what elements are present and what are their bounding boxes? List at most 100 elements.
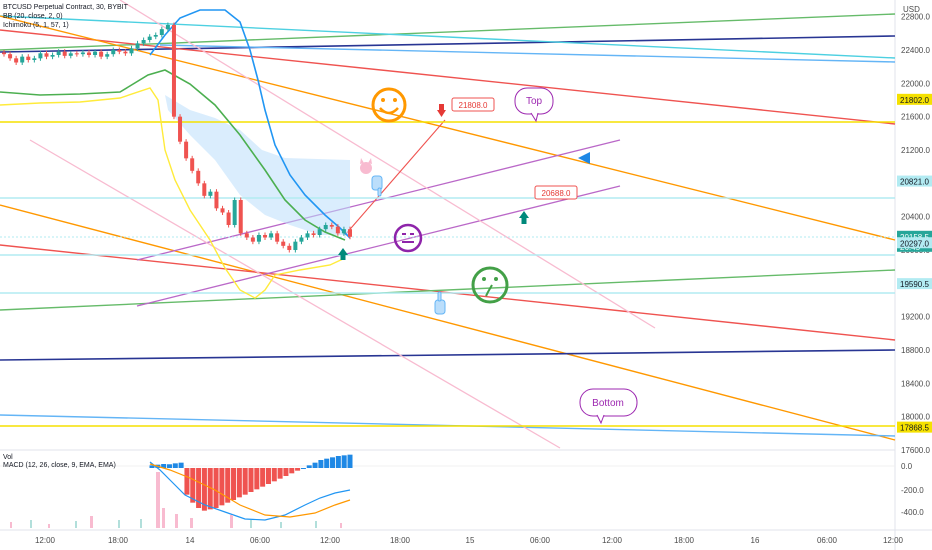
volume-bar xyxy=(75,521,77,528)
candle-body xyxy=(129,48,134,54)
candle-body xyxy=(153,35,158,37)
time-tick-label: 12:00 xyxy=(320,536,341,545)
legend-volume[interactable]: Vol xyxy=(3,454,13,461)
candle-body xyxy=(2,52,6,55)
macd-tick-label: -400.0 xyxy=(901,508,924,517)
legend-ichimoku[interactable]: Ichimoku (5, 1, 57, 1) xyxy=(3,22,69,29)
candle-body xyxy=(244,233,249,238)
candle-body xyxy=(305,233,310,238)
fan-line-pink-1[interactable] xyxy=(119,0,656,329)
candle-body xyxy=(220,208,225,213)
candle-body xyxy=(50,55,55,57)
candle-body xyxy=(111,50,116,55)
badge-text: 17868.5 xyxy=(900,424,929,433)
time-tick-label: 06:00 xyxy=(250,536,271,545)
time-tick-label: 18:00 xyxy=(674,536,695,545)
macd-bar xyxy=(283,468,289,476)
price-callout-20688[interactable]: 20688.0 xyxy=(519,185,578,224)
candles xyxy=(2,22,352,253)
candle-body xyxy=(281,241,286,246)
legend-main[interactable]: BTCUSD Perpetual Contract, 30, BYBIT xyxy=(3,4,128,11)
volume-bar xyxy=(230,515,233,528)
arrow-up-icon xyxy=(338,248,348,255)
trend-line-navy-lower[interactable] xyxy=(0,349,896,361)
macd-bar xyxy=(213,468,219,508)
volume-bar xyxy=(48,524,50,528)
channel-line-lower[interactable] xyxy=(136,185,621,307)
volume-bar xyxy=(340,523,342,528)
callout-box xyxy=(451,97,495,112)
macd-bar xyxy=(184,468,190,495)
candle-body xyxy=(171,25,176,117)
price-tick-label: 22000.0 xyxy=(901,79,930,88)
macd-signal-line xyxy=(149,463,351,518)
fan-line-pink-2[interactable] xyxy=(29,139,561,449)
badge-text: 19590.5 xyxy=(900,280,929,289)
volume-bar xyxy=(280,522,282,528)
macd-bar xyxy=(149,465,155,468)
candle-body xyxy=(208,191,213,196)
macd-bar xyxy=(248,468,254,492)
candle-body xyxy=(196,170,201,184)
macd-bar xyxy=(265,468,271,484)
channel-line-upper[interactable] xyxy=(136,139,621,261)
callout-text-21808: 21808.0 xyxy=(459,101,488,110)
candle-body xyxy=(147,36,152,40)
macd-bar xyxy=(335,456,341,468)
trend-line-blue[interactable] xyxy=(159,44,896,63)
macd-bar xyxy=(312,462,318,468)
badge-bg xyxy=(897,93,932,105)
volume-bar xyxy=(175,514,178,528)
bb-basis-line xyxy=(0,69,346,241)
price-tick-label: 18400.0 xyxy=(901,379,930,388)
macd-bar xyxy=(190,468,196,503)
candle-body xyxy=(80,52,85,55)
candle-body xyxy=(256,235,261,242)
confused-face-icon[interactable] xyxy=(471,266,509,304)
macd-bar xyxy=(271,468,277,482)
macd-bar xyxy=(225,468,231,503)
time-tick-label: 18:00 xyxy=(390,536,411,545)
macd-axis[interactable]: 0.0 -200.0 -400.0 xyxy=(901,462,924,517)
horizontal-levels xyxy=(0,121,895,427)
ichimoku-cloud xyxy=(165,95,350,235)
volume-bar xyxy=(30,520,32,528)
candle-body xyxy=(135,43,140,49)
candle-body xyxy=(123,51,128,54)
candle-body xyxy=(93,51,98,55)
time-axis[interactable]: 12:00 18:00 14 06:00 12:00 18:00 15 06:00 12:00 1… xyxy=(35,536,904,545)
neutral-face-icon[interactable] xyxy=(393,223,423,253)
trend-line-orange-upper[interactable] xyxy=(0,15,896,241)
trend-line-green-upper[interactable] xyxy=(0,13,896,51)
volume-bars xyxy=(10,472,342,528)
legend-bb[interactable]: BB (20, close, 2, 0) xyxy=(3,13,63,20)
candle-body xyxy=(202,183,207,196)
volume-bar xyxy=(315,521,317,528)
candle-body xyxy=(214,191,219,209)
trend-line-cyan[interactable] xyxy=(0,15,896,59)
candle-body xyxy=(105,54,110,57)
cat-icon xyxy=(360,158,372,174)
smiley-icon[interactable] xyxy=(371,87,407,123)
projection-line[interactable] xyxy=(344,119,446,236)
macd-bar xyxy=(172,463,178,468)
macd-bar xyxy=(300,468,306,469)
macd-bar xyxy=(254,468,260,490)
legend-macd[interactable]: MACD (12, 26, close, 9, EMA, EMA) xyxy=(3,462,116,469)
volume-bar xyxy=(118,520,120,528)
price-badge: 19590.5 xyxy=(897,278,932,290)
trend-line-red-upper[interactable] xyxy=(0,29,896,125)
candle-body xyxy=(184,141,189,159)
macd-bar xyxy=(207,468,213,510)
trend-line-orange-lower[interactable] xyxy=(0,204,896,441)
note-bottom[interactable]: Bottom xyxy=(579,388,638,425)
candle-body xyxy=(56,51,61,55)
price-badge: 20821.0 xyxy=(897,175,932,187)
note-top[interactable]: Top xyxy=(514,87,554,123)
candle-body xyxy=(44,53,49,57)
price-axis[interactable]: 22800.022400.022000.021600.021200.020800… xyxy=(897,13,932,455)
trend-line-navy-upper[interactable] xyxy=(0,35,896,53)
macd-bar xyxy=(347,454,353,468)
price-callout-21808[interactable]: 21808.0 xyxy=(433,97,495,117)
